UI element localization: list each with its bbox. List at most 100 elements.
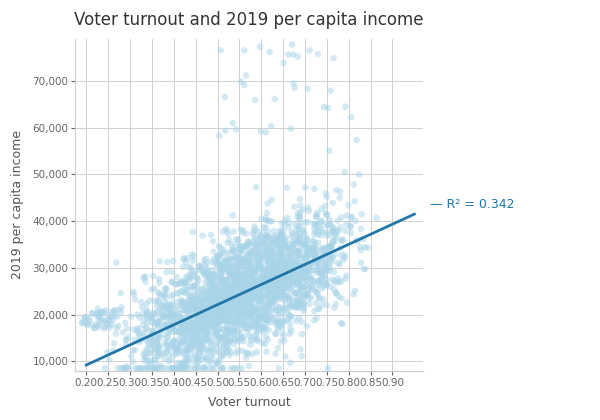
Point (294, 240, 304, 247)
Point (188, 258, 197, 265)
Point (314, 239, 323, 246)
Point (254, 267, 264, 273)
Point (241, 325, 250, 331)
Point (302, 259, 311, 265)
Point (310, 252, 320, 258)
Point (208, 316, 217, 323)
Point (190, 299, 200, 305)
Point (248, 239, 257, 245)
Point (230, 327, 239, 334)
Point (218, 350, 228, 357)
Point (111, 330, 121, 337)
Point (228, 328, 238, 335)
Point (280, 218, 290, 225)
Point (304, 262, 314, 269)
Point (277, 242, 287, 249)
Point (206, 287, 216, 294)
Point (167, 314, 176, 320)
Point (181, 346, 191, 352)
Point (235, 281, 244, 288)
Point (203, 312, 212, 318)
Point (212, 320, 222, 327)
Point (118, 365, 128, 372)
Point (161, 304, 170, 311)
Point (220, 316, 230, 323)
Point (252, 295, 262, 302)
Point (223, 299, 232, 306)
Point (224, 341, 233, 347)
Point (220, 307, 230, 314)
Point (121, 336, 131, 343)
Point (212, 300, 221, 307)
Point (268, 316, 277, 323)
Point (190, 271, 199, 278)
Point (254, 324, 264, 331)
Point (318, 252, 328, 258)
Point (242, 279, 252, 286)
Point (237, 284, 247, 291)
Point (164, 320, 173, 327)
Point (272, 241, 281, 248)
Point (278, 293, 288, 299)
Point (204, 291, 214, 298)
Point (252, 307, 262, 314)
Point (256, 252, 265, 258)
Point (254, 278, 264, 285)
Point (274, 312, 283, 318)
Point (166, 357, 175, 363)
Point (313, 255, 322, 262)
Point (226, 267, 235, 273)
Point (285, 320, 295, 326)
Point (262, 210, 272, 216)
Point (271, 300, 280, 307)
Point (196, 306, 205, 312)
Point (176, 348, 186, 354)
Point (268, 263, 277, 270)
Point (273, 244, 283, 250)
Point (231, 277, 241, 284)
Point (254, 251, 263, 258)
Point (212, 286, 221, 293)
Point (250, 223, 259, 230)
Point (225, 318, 235, 324)
Point (290, 277, 299, 284)
Point (247, 305, 256, 312)
Point (313, 306, 323, 312)
Point (272, 262, 281, 269)
Point (263, 287, 273, 294)
Point (242, 290, 251, 297)
Point (149, 312, 159, 318)
Point (217, 336, 226, 342)
Point (250, 269, 260, 276)
Point (228, 331, 238, 338)
Point (177, 365, 187, 372)
Point (104, 356, 114, 363)
Point (223, 312, 233, 319)
Point (177, 288, 187, 295)
Point (239, 262, 248, 269)
Point (260, 243, 270, 249)
Point (181, 279, 190, 286)
Point (216, 310, 226, 316)
Point (272, 255, 282, 262)
Point (187, 284, 197, 291)
Point (215, 262, 224, 268)
Point (324, 260, 334, 267)
Point (130, 336, 140, 343)
Point (221, 226, 230, 233)
Point (235, 306, 245, 312)
Point (260, 284, 270, 291)
Point (319, 283, 329, 289)
Point (228, 248, 238, 255)
Point (287, 301, 297, 308)
Point (325, 263, 335, 270)
Point (197, 325, 206, 331)
Point (197, 304, 207, 311)
Point (112, 325, 121, 331)
Point (252, 285, 262, 292)
Point (334, 278, 344, 285)
Point (143, 319, 152, 326)
Point (255, 254, 265, 261)
Point (194, 317, 203, 323)
Point (257, 285, 266, 291)
